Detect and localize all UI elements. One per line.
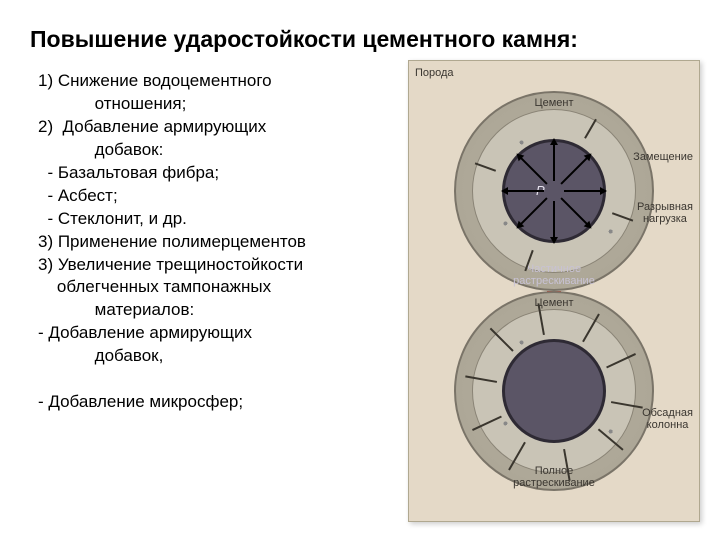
label-obsadnaya: Обсадная колонна: [642, 407, 693, 431]
page-title: Повышение ударостойкости цементного камн…: [30, 26, 578, 53]
label-poroda: Порода: [415, 67, 454, 79]
list-line: - Добавление микросфер;: [38, 391, 368, 414]
list-line: - Базальтовая фибра;: [38, 162, 368, 185]
list-line: 3) Увеличение трещиностойкости: [38, 254, 368, 277]
label-cement-top: Цемент: [534, 97, 573, 109]
label-full-crack: Полное растрескивание: [513, 465, 595, 489]
list-line: добавок:: [38, 139, 368, 162]
label-razryv: Разрывная нагрузка: [637, 201, 693, 225]
list-line: 2) Добавление армирующих: [38, 116, 368, 139]
diagram-panel: Порода P Цемент Частичное растрескивание…: [408, 60, 700, 522]
list-line: отношения;: [38, 93, 368, 116]
list-line: [38, 368, 368, 391]
casing-ring: [502, 339, 606, 443]
methods-list: 1) Снижение водоцементного отношения;2) …: [38, 70, 368, 414]
label-zameshenie: Замещение: [633, 151, 693, 163]
list-line: добавок,: [38, 345, 368, 368]
list-line: - Асбест;: [38, 185, 368, 208]
list-line: 3) Применение полимерцементов: [38, 231, 368, 254]
list-line: облегченных тампонажных: [38, 276, 368, 299]
list-line: 1) Снижение водоцементного: [38, 70, 368, 93]
cross-section-full: Цемент Полное растрескивание: [454, 291, 654, 491]
cross-section-partial: P Цемент Частичное растрескивание: [454, 91, 654, 291]
list-line: материалов:: [38, 299, 368, 322]
label-cement-bot: Цемент: [534, 297, 573, 309]
list-line: - Стеклонит, и др.: [38, 208, 368, 231]
list-line: - Добавление армирующих: [38, 322, 368, 345]
